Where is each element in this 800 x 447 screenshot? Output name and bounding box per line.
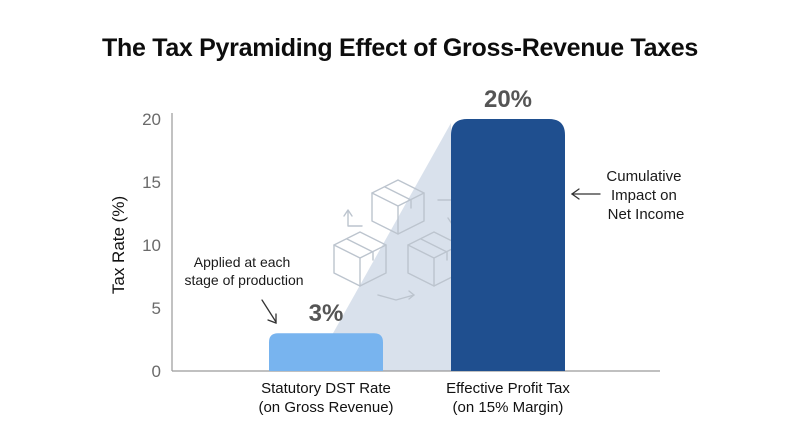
category-label-1-line-1: Statutory DST Rate	[261, 380, 391, 397]
annotation-right-line-3: Net Income	[608, 206, 685, 223]
category-label-1-line-2: (on Gross Revenue)	[258, 399, 393, 416]
annotation-right-arrow-icon	[570, 188, 601, 200]
box-left-icon	[333, 231, 387, 287]
category-label-2-line-2: (on 15% Margin)	[453, 399, 564, 416]
y-tick-label: 5	[152, 299, 161, 318]
chart-title: The Tax Pyramiding Effect of Gross-Reven…	[102, 34, 698, 62]
bars	[269, 119, 565, 371]
cycle-arrow-bottom-icon	[377, 294, 415, 301]
category-labels: Statutory DST Rate (on Gross Revenue) Effe…	[258, 380, 570, 416]
annotation-right: Cumulative Impact on Net Income	[606, 168, 685, 223]
y-ticks: 0 5 10 15 20	[142, 110, 161, 381]
bar-2	[451, 119, 565, 371]
box-top-icon	[371, 179, 425, 235]
annotation-left-line-1: Applied at each	[194, 254, 291, 270]
value-labels: 3% 20%	[309, 86, 532, 327]
annotation-left-line-2: stage of production	[184, 272, 303, 288]
annotation-left-arrow-icon	[261, 299, 277, 324]
pyramiding-wedge	[323, 123, 451, 371]
y-tick-label: 15	[142, 173, 161, 192]
cycle-arrow-left-icon	[347, 211, 363, 227]
annotation-right-line-2: Impact on	[611, 187, 677, 204]
category-label-2-line-1: Effective Profit Tax	[446, 380, 570, 397]
value-label-1: 3%	[309, 300, 344, 327]
y-axis-label: Tax Rate (%)	[109, 196, 128, 294]
annotation-right-line-1: Cumulative	[606, 168, 681, 185]
y-tick-label: 10	[142, 236, 161, 255]
annotation-left: Applied at each stage of production	[184, 254, 303, 288]
y-tick-label: 0	[152, 362, 161, 381]
bar-1	[269, 333, 383, 371]
y-tick-label: 20	[142, 110, 161, 129]
value-label-2: 20%	[484, 86, 532, 113]
